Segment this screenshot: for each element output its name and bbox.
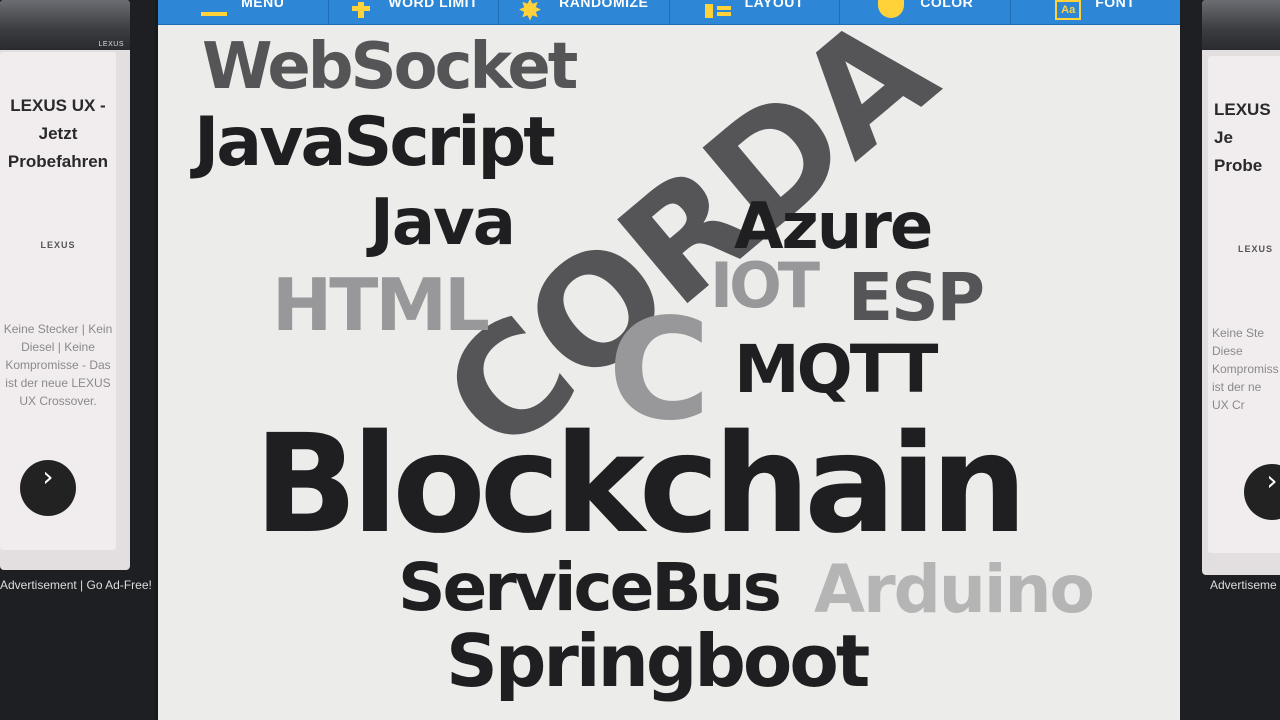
ad-footer-link[interactable]: Advertisement | Go Ad-Free! <box>0 578 152 592</box>
word-springboot[interactable]: Springboot <box>446 619 870 703</box>
word-esp[interactable]: ESP <box>848 259 985 336</box>
palette-icon <box>876 0 906 18</box>
word-mqtt[interactable]: MQTT <box>734 331 938 408</box>
ad-next-arrow-icon[interactable]: › <box>1244 464 1280 520</box>
ad-title[interactable]: LEXUS UX - Jetzt Probefahren <box>7 96 109 171</box>
word-cloud-canvas: WebSocket JavaScript Java CORDA Azure HT… <box>158 0 1180 720</box>
randomize-button[interactable]: ✸ RANDOMIZE <box>499 0 670 24</box>
ad-body: LEXUS UX - Jetzt Probefahren LEXUS Keine… <box>0 52 116 550</box>
plus-icon <box>348 0 374 18</box>
word-javascript[interactable]: JavaScript <box>194 103 556 182</box>
word-websocket[interactable]: WebSocket <box>202 30 578 104</box>
ad-photo-brand: LEXUS <box>98 41 124 48</box>
color-button[interactable]: COLOR <box>840 0 1011 24</box>
menu-label: MENU <box>241 0 285 10</box>
word-html[interactable]: HTML <box>272 263 490 347</box>
font-button[interactable]: Aa FONT <box>1011 0 1181 24</box>
word-c[interactable]: C <box>608 289 711 452</box>
ad-copy: Keine Ste Diese Kompromiss ist der ne UX… <box>1212 326 1279 412</box>
randomize-label: RANDOMIZE <box>559 0 649 10</box>
ad-next-arrow-icon[interactable]: › <box>20 460 76 516</box>
ad-card[interactable]: LEXUS LEXUS UX - Jetzt Probefahren LEXUS… <box>0 0 130 570</box>
right-ad-panel: LEXUS Je Probe LEXUS Keine Ste Diese Kom… <box>1180 0 1280 720</box>
word-azure[interactable]: Azure <box>734 190 933 264</box>
word-limit-button[interactable]: WORD LIMIT <box>329 0 499 24</box>
left-ad-panel: LEXUS LEXUS UX - Jetzt Probefahren LEXUS… <box>0 0 155 720</box>
ad-footer-link[interactable]: Advertiseme <box>1210 578 1277 592</box>
word-cloud-app: MENU WORD LIMIT ✸ RANDOMIZE LAYOUT COLOR… <box>158 0 1180 720</box>
ad-car-image: LEXUS <box>0 0 130 50</box>
lexus-logo: LEXUS <box>1238 244 1274 254</box>
color-label: COLOR <box>920 0 974 10</box>
word-blockchain[interactable]: Blockchain <box>254 406 1027 564</box>
ad-body: LEXUS Je Probe LEXUS Keine Ste Diese Kom… <box>1208 56 1280 553</box>
word-java[interactable]: Java <box>370 186 516 260</box>
word-limit-label: WORD LIMIT <box>388 0 479 10</box>
ad-card[interactable]: LEXUS Je Probe LEXUS Keine Ste Diese Kom… <box>1202 0 1280 575</box>
burst-icon: ✸ <box>519 0 541 24</box>
ad-car-image <box>1202 0 1280 50</box>
word-arduino[interactable]: Arduino <box>814 551 1095 628</box>
menu-button[interactable]: MENU <box>158 0 329 24</box>
ad-copy: Keine Stecker | Kein Diesel | Keine Komp… <box>3 322 113 408</box>
font-icon: Aa <box>1055 0 1082 20</box>
word-iot[interactable]: IOT <box>710 249 820 322</box>
layout-icon <box>704 0 731 18</box>
hamburger-icon <box>201 0 228 18</box>
layout-label: LAYOUT <box>744 0 804 10</box>
font-label: FONT <box>1095 0 1136 10</box>
toolbar: MENU WORD LIMIT ✸ RANDOMIZE LAYOUT COLOR… <box>158 0 1180 25</box>
ad-title[interactable]: LEXUS Je Probe <box>1214 100 1271 175</box>
lexus-logo: LEXUS <box>40 240 76 250</box>
word-servicebus[interactable]: ServiceBus <box>398 549 782 626</box>
layout-button[interactable]: LAYOUT <box>670 0 840 24</box>
